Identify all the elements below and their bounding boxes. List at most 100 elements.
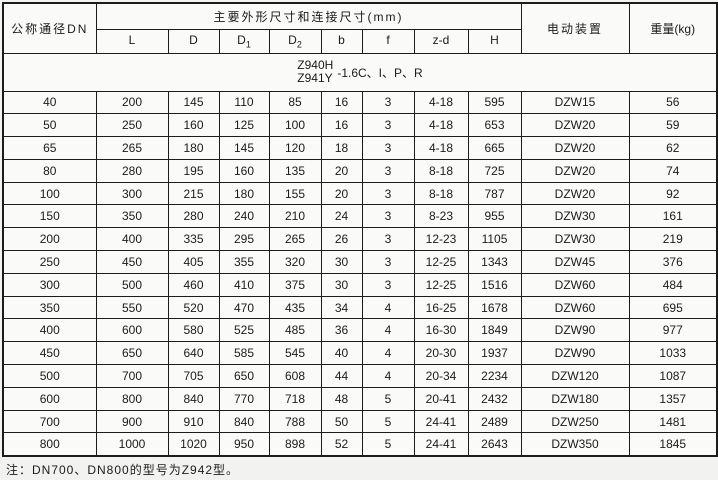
cell: 295 [218,227,270,252]
cell: 5 [361,386,415,411]
cell: DZW30 [520,227,630,252]
table-row: 300 500 460 410 375 30 3 12-25 1516 DZW60 484 [2,272,718,297]
table-row: 65 265 180 145 120 18 3 4-18 665 DZW20 62 [2,136,718,160]
cell: 52 [320,432,363,457]
header-D2: D2 [268,28,322,54]
cell: 24-41 [413,409,469,434]
cell: 3 [361,158,415,183]
cell: 600 [2,386,97,411]
cell: 36 [320,318,363,343]
cell: 59 [628,113,718,138]
cell: 65 [2,136,97,160]
cell: 4 [361,295,415,320]
cell: 100 [2,181,97,206]
cell: 350 [95,204,169,229]
cell: 20 [320,158,363,183]
cell: 435 [268,295,322,320]
cell: 20-41 [413,386,469,411]
header-D1: D1 [218,28,270,54]
table-row: 800 1000 1020 950 898 52 5 24-41 2643 DZW350 1845 [2,432,718,457]
cell: 955 [467,204,522,229]
cell: DZW20 [520,113,630,138]
cell: 12-25 [413,272,469,297]
cell: 525 [218,318,270,343]
cell: 26 [320,227,363,252]
cell: 600 [95,318,169,343]
cell: 335 [167,227,220,252]
cell: DZW15 [520,90,630,115]
cell: 910 [167,409,220,434]
cell: 770 [218,386,270,411]
cell: 460 [167,272,220,297]
cell: 485 [268,318,322,343]
cell: 40 [320,341,363,366]
table-row: 350 550 520 470 435 34 4 16-25 1678 DZW60 695 [2,295,718,320]
cell: 44 [320,364,363,388]
cell: 62 [628,136,718,160]
cell: 200 [2,227,97,252]
cell: 900 [95,409,169,434]
model-designation-row: Z940H Z941Y -1.6C、I、P、R [2,52,718,92]
header-b: b [320,28,363,54]
cell: 1020 [167,432,220,457]
header-zd: z-d [413,28,469,54]
cell: 355 [218,250,270,274]
header-row-top: 公称通径DN 主要外形尺寸和连接尺寸(mm) 电动装置 重量(kg) [2,2,718,54]
cell: 8-18 [413,181,469,206]
cell: 161 [628,204,718,229]
cell: 484 [628,272,718,297]
table-row: 200 400 335 295 265 26 3 12-23 1105 DZW30 219 [2,227,718,252]
cell: 215 [167,181,220,206]
cell: 718 [268,386,322,411]
cell: 700 [2,409,97,434]
cell: 195 [167,158,220,183]
cell: 5 [361,409,415,434]
cell: DZW60 [520,272,630,297]
cell: DZW180 [520,386,630,411]
cell: 788 [268,409,322,434]
cell: 665 [467,136,522,160]
cell: DZW250 [520,409,630,434]
cell: DZW90 [520,318,630,343]
cell: 608 [268,364,322,388]
cell: 30 [320,272,363,297]
cell: DZW350 [520,432,630,457]
cell: 4 [361,341,415,366]
cell: 950 [218,432,270,457]
cell: 120 [268,136,322,160]
cell: 787 [467,181,522,206]
cell: 1845 [628,432,718,457]
cell: 700 [95,364,169,388]
cell: 160 [167,113,220,138]
model-codes: Z940H Z941Y [297,59,333,85]
cell: 1357 [628,386,718,411]
cell: 1033 [628,341,718,366]
cell: 3 [361,90,415,115]
cell: 450 [2,341,97,366]
table-row: 250 450 405 355 320 30 3 12-25 1343 DZW45 376 [2,250,718,274]
cell: 20 [320,181,363,206]
cell: 1516 [467,272,522,297]
cell: 20-34 [413,364,469,388]
cell: 2234 [467,364,522,388]
cell: 3 [361,136,415,160]
table-row: 40 200 145 110 85 16 3 4-18 595 DZW15 56 [2,90,718,115]
table-row: 400 600 580 525 485 36 4 16-30 1849 DZW90 977 [2,318,718,343]
cell: DZW20 [520,158,630,183]
header-weight: 重量(kg) [628,2,718,54]
table-row: 500 700 705 650 608 44 4 20-34 2234 DZW120 1087 [2,364,718,388]
cell: DZW90 [520,341,630,366]
cell: 145 [167,90,220,115]
cell: 4-18 [413,136,469,160]
cell: 135 [268,158,322,183]
cell: 180 [218,181,270,206]
cell: 48 [320,386,363,411]
cell: 145 [218,136,270,160]
cell: 650 [218,364,270,388]
cell: DZW20 [520,136,630,160]
cell: 320 [268,250,322,274]
cell: 250 [95,113,169,138]
cell: 4 [361,364,415,388]
cell: 3 [361,250,415,274]
